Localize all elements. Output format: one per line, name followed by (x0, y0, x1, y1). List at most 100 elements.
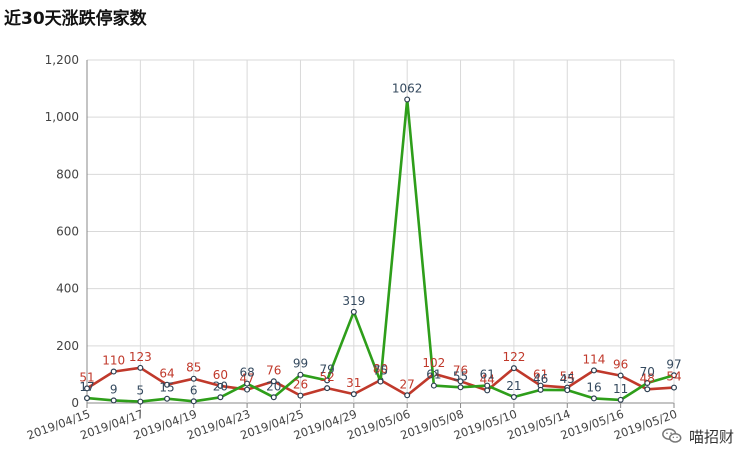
data-label: 122 (502, 350, 525, 364)
data-label: 51 (79, 370, 94, 384)
chat-bubble-icon (662, 428, 682, 443)
data-point (297, 371, 304, 378)
data-point (617, 396, 624, 403)
data-label: 21 (506, 379, 521, 393)
data-label: 97 (666, 357, 681, 371)
chart-title: 近30天涨跌停家数 (4, 9, 147, 29)
data-point (83, 395, 90, 402)
data-point (644, 386, 651, 393)
data-point (244, 380, 251, 387)
data-label: 20 (213, 379, 228, 393)
watermark-text: 喵招财 (688, 427, 734, 446)
data-point (484, 382, 491, 389)
data-point (164, 381, 171, 388)
data-label: 110 (102, 354, 125, 368)
y-tick-label: 400 (56, 282, 79, 296)
data-point (110, 368, 117, 375)
data-label: 80 (373, 362, 388, 376)
data-label: 54 (560, 370, 575, 384)
data-point (350, 391, 357, 398)
data-point (404, 96, 411, 103)
data-label: 45 (560, 372, 575, 386)
data-point (270, 394, 277, 401)
data-label: 16 (586, 380, 601, 394)
data-label: 75 (373, 364, 388, 378)
data-point (617, 372, 624, 379)
data-label: 79 (319, 362, 334, 376)
data-label: 52 (319, 370, 334, 384)
data-label: 76 (453, 363, 468, 377)
data-point (324, 377, 331, 384)
data-label: 54 (666, 370, 681, 384)
y-tick-label: 800 (56, 167, 79, 181)
data-point (110, 397, 117, 404)
data-label: 61 (480, 368, 495, 382)
data-label: 96 (613, 358, 628, 372)
data-label: 114 (583, 352, 606, 366)
data-label: 46 (533, 372, 548, 386)
data-point (164, 395, 171, 402)
data-point (537, 386, 544, 393)
data-point (644, 379, 651, 386)
data-point (457, 378, 464, 385)
data-point (510, 393, 517, 400)
data-point (430, 382, 437, 389)
data-label: 123 (129, 350, 152, 364)
data-label: 85 (186, 361, 201, 375)
data-point (217, 394, 224, 401)
data-label: 31 (346, 376, 361, 390)
y-tick-label: 200 (56, 339, 79, 353)
data-label: 17 (79, 380, 94, 394)
data-point (270, 378, 277, 385)
data-point (190, 398, 197, 405)
data-label: 68 (239, 366, 254, 380)
data-label: 64 (159, 367, 174, 381)
grid-lines (86, 59, 675, 404)
data-label: 55 (453, 369, 468, 383)
data-point (670, 384, 677, 391)
data-label: 27 (400, 377, 415, 391)
data-label: 99 (293, 357, 308, 371)
watermark: 喵招财 (661, 425, 734, 447)
data-point (350, 308, 357, 315)
data-point (590, 395, 597, 402)
data-label: 61 (533, 368, 548, 382)
data-point (377, 378, 384, 385)
data-point (670, 372, 677, 379)
data-label: 60 (213, 368, 228, 382)
data-label: 5 (137, 384, 145, 398)
data-label: 76 (266, 363, 281, 377)
y-tick-label: 0 (71, 396, 79, 410)
data-label: 1062 (392, 81, 423, 95)
data-label: 319 (342, 294, 365, 308)
data-label: 61 (426, 368, 441, 382)
data-label: 26 (293, 378, 308, 392)
data-point (137, 364, 144, 371)
data-point (217, 382, 224, 389)
data-label: 70 (640, 365, 655, 379)
data-label: 15 (159, 381, 174, 395)
data-label: 44 (480, 372, 495, 386)
data-point (404, 392, 411, 399)
data-point (484, 387, 491, 394)
data-point (510, 365, 517, 372)
y-tick-label: 600 (56, 225, 79, 239)
data-label: 6 (190, 383, 198, 397)
data-label: 102 (422, 356, 445, 370)
data-label: 9 (110, 382, 118, 396)
data-label: 47 (239, 372, 254, 386)
data-point (137, 398, 144, 405)
data-label: 11 (613, 382, 628, 396)
data-label: 48 (640, 371, 655, 385)
data-point (324, 385, 331, 392)
data-point (190, 375, 197, 382)
data-point (590, 367, 597, 374)
data-point (83, 385, 90, 392)
y-tick-label: 1,000 (45, 110, 79, 124)
data-point (297, 392, 304, 399)
data-point (457, 384, 464, 391)
data-point (564, 387, 571, 394)
data-point (244, 386, 251, 393)
